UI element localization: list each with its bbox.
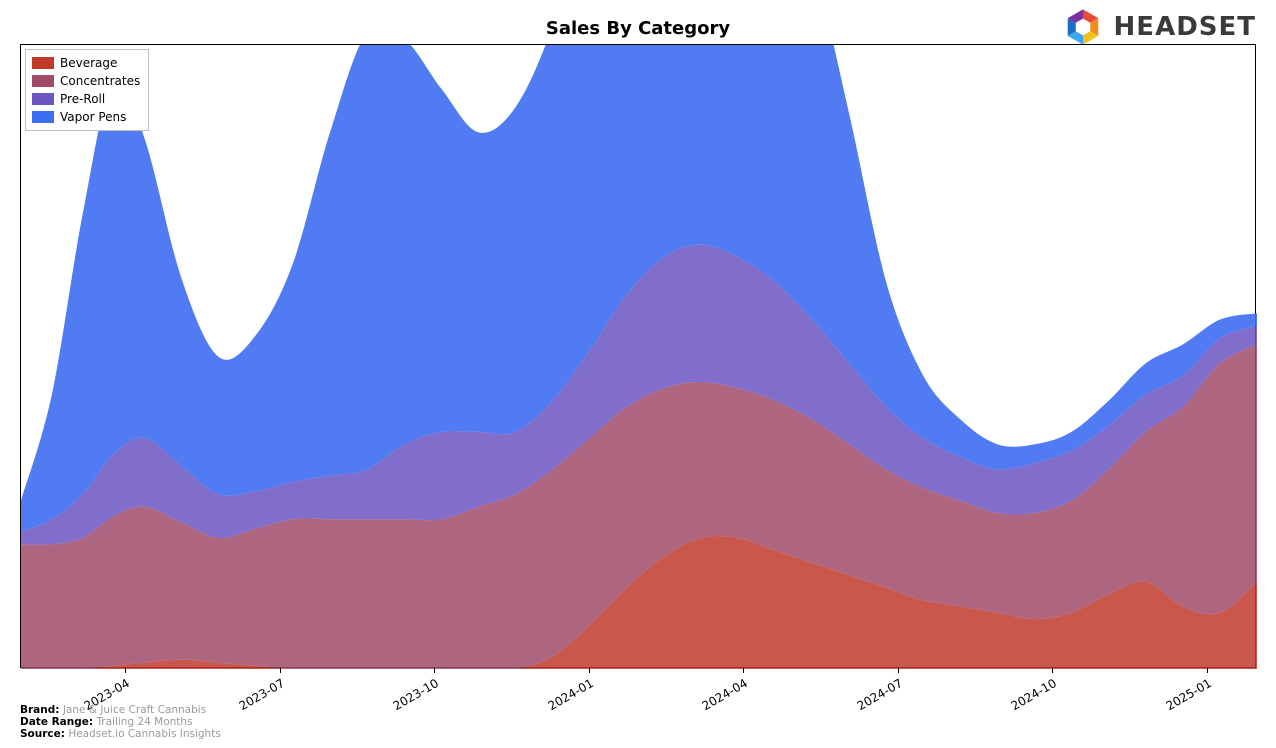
x-tick-mark [898, 668, 899, 673]
legend-item-vapor-pens: Vapor Pens [32, 108, 140, 126]
x-tick-mark [1207, 668, 1208, 673]
x-tick-label: 2024-01 [528, 676, 596, 723]
plot-area: BeverageConcentratesPre-RollVapor Pens [20, 44, 1256, 668]
footer-source-value: Headset.io Cannabis Insights [68, 728, 220, 740]
chart-container: { "title": "Sales By Category", "logo_te… [0, 0, 1276, 748]
legend-label: Concentrates [60, 72, 140, 90]
legend-label: Pre-Roll [60, 90, 105, 108]
x-tick-label: 2025-01 [1146, 676, 1214, 723]
x-tick-mark [280, 668, 281, 673]
legend-item-beverage: Beverage [32, 54, 140, 72]
footer-date-label: Date Range: [20, 716, 93, 728]
legend-label: Vapor Pens [60, 108, 126, 126]
logo-text: HEADSET [1114, 12, 1256, 42]
x-tick-label: 2023-07 [219, 676, 287, 723]
x-tick-mark [125, 668, 126, 673]
x-tick-label: 2024-07 [837, 676, 905, 723]
stacked-area-svg [21, 45, 1257, 669]
legend-label: Beverage [60, 54, 117, 72]
x-tick-label: 2023-10 [373, 676, 441, 723]
footer-brand: Brand: Jane & Juice Craft Cannabis [20, 704, 221, 716]
legend-swatch [32, 57, 54, 69]
footer-source-label: Source: [20, 728, 65, 740]
footer-brand-value: Jane & Juice Craft Cannabis [63, 704, 206, 716]
headset-logo-icon [1062, 6, 1104, 48]
legend-swatch [32, 93, 54, 105]
legend-swatch [32, 75, 54, 87]
legend-item-pre-roll: Pre-Roll [32, 90, 140, 108]
x-tick-label: 2024-10 [991, 676, 1059, 723]
x-tick-mark [589, 668, 590, 673]
x-tick-label: 2024-04 [682, 676, 750, 723]
legend-item-concentrates: Concentrates [32, 72, 140, 90]
footer-brand-label: Brand: [20, 704, 59, 716]
x-tick-mark [743, 668, 744, 673]
x-tick-mark [1052, 668, 1053, 673]
footer-source: Source: Headset.io Cannabis Insights [20, 728, 221, 740]
footer-date-value: Trailing 24 Months [96, 716, 192, 728]
footer-date: Date Range: Trailing 24 Months [20, 716, 221, 728]
legend-swatch [32, 111, 54, 123]
x-tick-mark [434, 668, 435, 673]
logo: HEADSET [1062, 6, 1256, 48]
footer-meta: Brand: Jane & Juice Craft Cannabis Date … [20, 704, 221, 740]
legend: BeverageConcentratesPre-RollVapor Pens [25, 49, 149, 131]
